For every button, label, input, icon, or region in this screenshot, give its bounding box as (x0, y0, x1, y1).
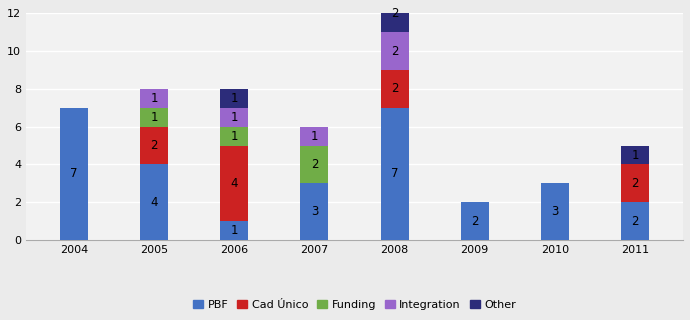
Text: 1: 1 (230, 111, 238, 124)
Bar (300, 183, 328, 240)
Text: 2: 2 (391, 83, 398, 95)
Bar (220, 108, 248, 127)
Bar (621, 164, 649, 202)
Bar (381, 70, 408, 108)
Bar (300, 146, 328, 183)
Bar (220, 221, 248, 240)
Bar (300, 127, 328, 146)
Bar (621, 202, 649, 240)
Text: 1: 1 (150, 92, 158, 105)
Bar (60, 108, 88, 240)
Bar (140, 108, 168, 127)
Text: 2: 2 (150, 139, 158, 152)
Bar (220, 127, 248, 146)
Bar (621, 146, 649, 164)
Text: 3: 3 (310, 205, 318, 218)
Text: 2: 2 (631, 215, 639, 228)
Bar (381, 108, 408, 240)
Text: 7: 7 (391, 167, 398, 180)
Bar (220, 89, 248, 108)
Text: 2: 2 (391, 7, 398, 20)
Text: 1: 1 (150, 111, 158, 124)
Bar (140, 164, 168, 240)
Text: 3: 3 (551, 205, 558, 218)
Bar (140, 89, 168, 108)
Text: 7: 7 (70, 167, 78, 180)
Bar (381, 0, 408, 32)
Text: 1: 1 (230, 130, 238, 143)
Text: 4: 4 (150, 196, 158, 209)
Text: 4: 4 (230, 177, 238, 190)
Bar (140, 127, 168, 164)
Text: 1: 1 (631, 148, 639, 162)
Bar (541, 183, 569, 240)
Text: 2: 2 (631, 177, 639, 190)
Text: 1: 1 (310, 130, 318, 143)
Text: 2: 2 (310, 158, 318, 171)
Bar (220, 146, 248, 221)
Text: 2: 2 (471, 215, 478, 228)
Bar (381, 32, 408, 70)
Legend: PBF, Cad Único, Funding, Integration, Other: PBF, Cad Único, Funding, Integration, Ot… (188, 295, 520, 314)
Bar (461, 202, 489, 240)
Text: 1: 1 (230, 92, 238, 105)
Text: 1: 1 (230, 224, 238, 237)
Text: 2: 2 (391, 45, 398, 58)
